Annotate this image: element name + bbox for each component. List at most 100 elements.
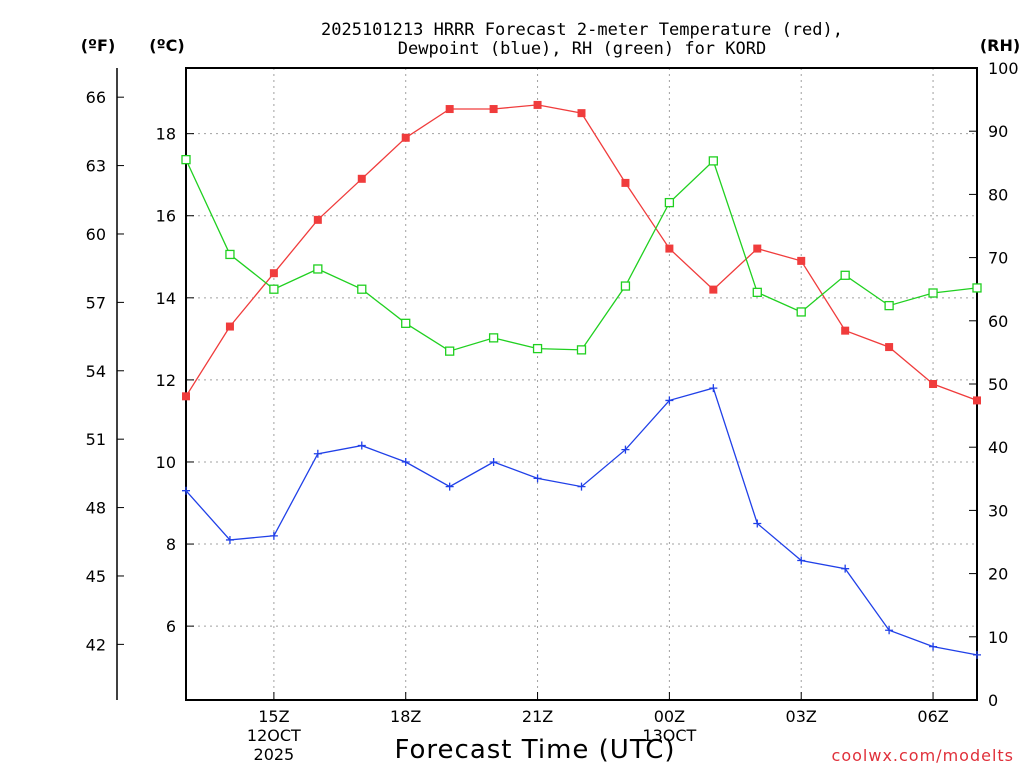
dewpoint-point xyxy=(621,445,630,454)
rh-point xyxy=(181,154,191,165)
celsius-tick-label: 8 xyxy=(166,535,176,554)
temperature-point xyxy=(665,244,674,253)
temperature-point xyxy=(313,215,322,224)
fahrenheit-tick-label: 48 xyxy=(86,499,106,518)
rh-point xyxy=(664,197,675,208)
chart-title-line-2: Dewpoint (blue), RH (green) for KORD xyxy=(398,39,766,59)
rh-point xyxy=(884,300,894,311)
celsius-tick-label: 18 xyxy=(156,125,176,144)
rh-tick-label: 30 xyxy=(988,501,1008,520)
temperature-point xyxy=(885,343,894,352)
rh-point xyxy=(840,270,850,280)
rh-point xyxy=(796,307,806,317)
temperature-point xyxy=(225,322,234,331)
temperature-point xyxy=(269,269,278,278)
x-tick-label: 00Z xyxy=(654,707,685,726)
fahrenheit-tick-label: 42 xyxy=(86,635,106,654)
dewpoint-point xyxy=(665,396,674,405)
celsius-tick-label: 6 xyxy=(166,617,176,636)
celsius-tick-label: 16 xyxy=(156,207,176,226)
temperature-point xyxy=(182,392,190,401)
dewpoint-point xyxy=(885,626,894,635)
rh-tick-label: 0 xyxy=(988,691,998,710)
x-tick-label: 2025 xyxy=(254,745,295,764)
series xyxy=(181,100,982,659)
x-tick-label: 12OCT xyxy=(247,726,301,745)
temperature-point xyxy=(577,109,586,118)
rh-tick-label: 100 xyxy=(988,59,1019,78)
temperature-point xyxy=(841,326,850,335)
dewpoint-point xyxy=(929,642,938,651)
rh-point xyxy=(401,318,411,328)
rh-tick-label: 60 xyxy=(988,312,1008,331)
dewpoint-point xyxy=(709,384,718,393)
temperature-point xyxy=(533,100,542,109)
dewpoint-point xyxy=(357,441,366,450)
plot-frame xyxy=(185,67,978,701)
rh-point xyxy=(225,249,235,260)
dewpoint-point xyxy=(533,474,542,483)
rh-tick-label: 90 xyxy=(988,122,1008,141)
rh-point xyxy=(313,264,323,274)
dewpoint-point xyxy=(445,482,454,491)
temperature-point xyxy=(445,105,454,114)
x-tick-label: 13OCT xyxy=(642,726,696,745)
dewpoint-point xyxy=(797,556,806,565)
temperature-point xyxy=(401,133,410,142)
celsius-tick-label: 14 xyxy=(156,289,176,308)
fahrenheit-tick-label: 66 xyxy=(86,88,106,107)
temperature-point xyxy=(621,178,630,187)
x-tick-label: 06Z xyxy=(917,707,948,726)
temperature-point xyxy=(929,380,938,388)
rh-point xyxy=(269,284,279,294)
chart-title-line-1: 2025101213 HRRR Forecast 2-meter Tempera… xyxy=(321,20,843,40)
dewpoint-point xyxy=(182,486,190,495)
temperature-point xyxy=(797,256,806,265)
celsius-unit-label: (ºC) xyxy=(149,36,184,55)
dewpoint-point xyxy=(225,535,234,544)
dewpoint-point xyxy=(841,564,850,573)
rh-point xyxy=(576,345,587,355)
rh-point xyxy=(752,287,762,298)
rh-unit-label: (RH) xyxy=(980,36,1020,55)
fahrenheit-tick-label: 63 xyxy=(86,157,106,176)
temperature-point xyxy=(753,244,762,253)
rh-tick-label: 70 xyxy=(988,249,1008,268)
rh-tick-label: 40 xyxy=(988,438,1008,457)
celsius-tick-label: 10 xyxy=(156,453,176,472)
dewpoint-point xyxy=(973,650,981,659)
fahrenheit-tick-label: 45 xyxy=(86,567,106,586)
rh-point xyxy=(445,346,455,356)
rh-point xyxy=(708,156,718,166)
x-tick-label: 21Z xyxy=(522,707,553,726)
dewpoint-point xyxy=(577,482,586,491)
rh-point xyxy=(928,288,938,298)
x-tick-label: 18Z xyxy=(390,707,421,726)
dewpoint-point xyxy=(489,457,498,466)
x-tick-label: 15Z xyxy=(258,707,289,726)
rh-point xyxy=(532,343,543,354)
temperature-point xyxy=(489,105,498,114)
fahrenheit-tick-label: 51 xyxy=(86,430,106,449)
fahrenheit-unit-label: (ºF) xyxy=(81,36,116,55)
rh-line xyxy=(185,159,978,352)
fahrenheit-tick-label: 60 xyxy=(86,225,106,244)
fahrenheit-tick-label: 54 xyxy=(86,362,106,381)
rh-point xyxy=(357,284,367,294)
dewpoint-point xyxy=(753,519,762,528)
rh-tick-label: 50 xyxy=(988,375,1008,394)
credit-text: coolwx.com/modelts xyxy=(832,746,1014,765)
rh-point xyxy=(972,283,982,293)
dewpoint-line xyxy=(185,387,978,656)
dewpoint-point xyxy=(313,449,322,458)
temperature-point xyxy=(357,174,366,183)
rh-tick-label: 20 xyxy=(988,565,1008,584)
temperature-line xyxy=(185,104,978,402)
fahrenheit-tick-label: 57 xyxy=(86,293,106,312)
rh-point xyxy=(620,281,631,291)
temperature-point xyxy=(973,396,981,405)
dewpoint-point xyxy=(401,457,410,466)
rh-tick-label: 10 xyxy=(988,628,1008,647)
x-axis-label: Forecast Time (UTC) xyxy=(394,735,675,765)
